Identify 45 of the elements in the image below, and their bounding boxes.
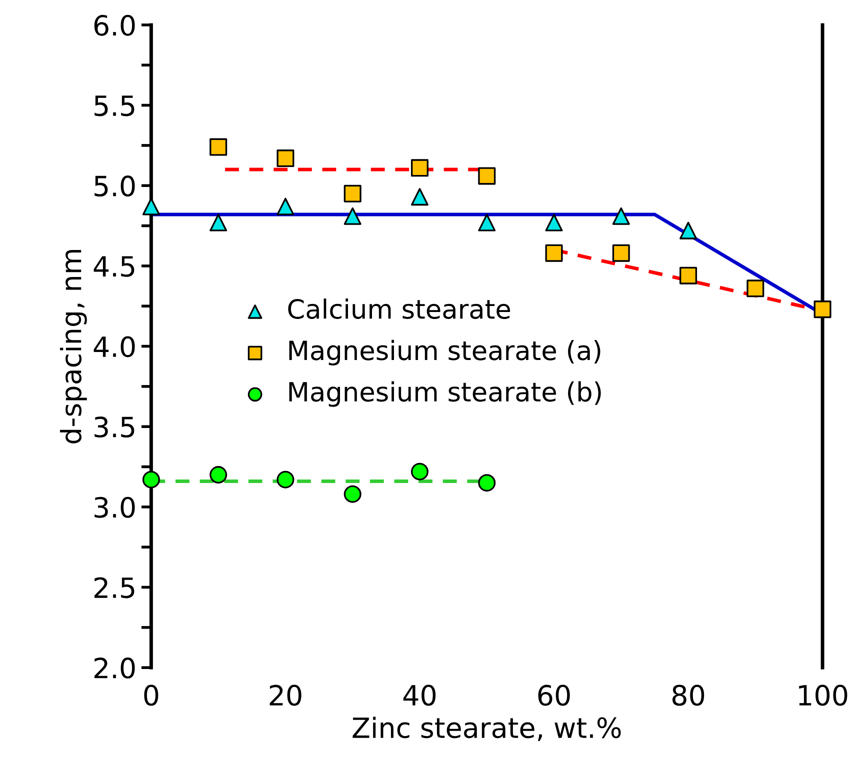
point [814,300,832,318]
point [478,167,496,185]
point [545,214,563,232]
x-tick-label: 100 [799,684,848,706]
x-axis-title: Zinc stearate, wt.% [352,716,621,742]
point [344,485,362,503]
point [344,207,362,225]
point [680,266,698,284]
x-tick-label: 40 [403,684,436,706]
x-tick-label: 80 [672,684,704,706]
x-tick-label: 60 [538,684,570,706]
y-tick-label: 4.5 [94,256,134,277]
point [680,222,698,240]
legend-label: Magnesium stearate (b) [289,381,601,407]
point [210,466,228,484]
y-tick-label: 3.0 [94,496,135,518]
point [344,184,362,202]
point [410,159,428,177]
y-tick-label: 2.0 [94,658,135,679]
point [545,244,563,262]
x-tick-label: 0 [144,684,158,706]
point [210,138,228,156]
point [746,280,764,298]
point [612,207,630,225]
point [276,470,294,488]
legend-label: Magnesium stearate (a) [289,340,600,366]
y-tick-label: 3.5 [94,416,134,438]
y-tick-label: 2.5 [94,577,134,598]
y-tick-label: 5.0 [94,176,135,197]
point [142,470,160,488]
y-tick-label: 6.0 [94,14,135,36]
point [276,150,294,168]
point [410,188,428,206]
x-tick-label: 20 [270,684,302,706]
point [142,198,160,216]
y-tick-label: 4.0 [94,336,135,358]
point [210,214,228,232]
point [410,462,428,480]
point [276,198,294,216]
point [478,214,496,232]
y-axis-title: d-spacing, nm [60,250,87,444]
point [478,474,496,492]
legend-label: Calcium stearate [288,298,510,319]
y-tick-label: 5.5 [94,96,134,116]
point [612,244,630,262]
